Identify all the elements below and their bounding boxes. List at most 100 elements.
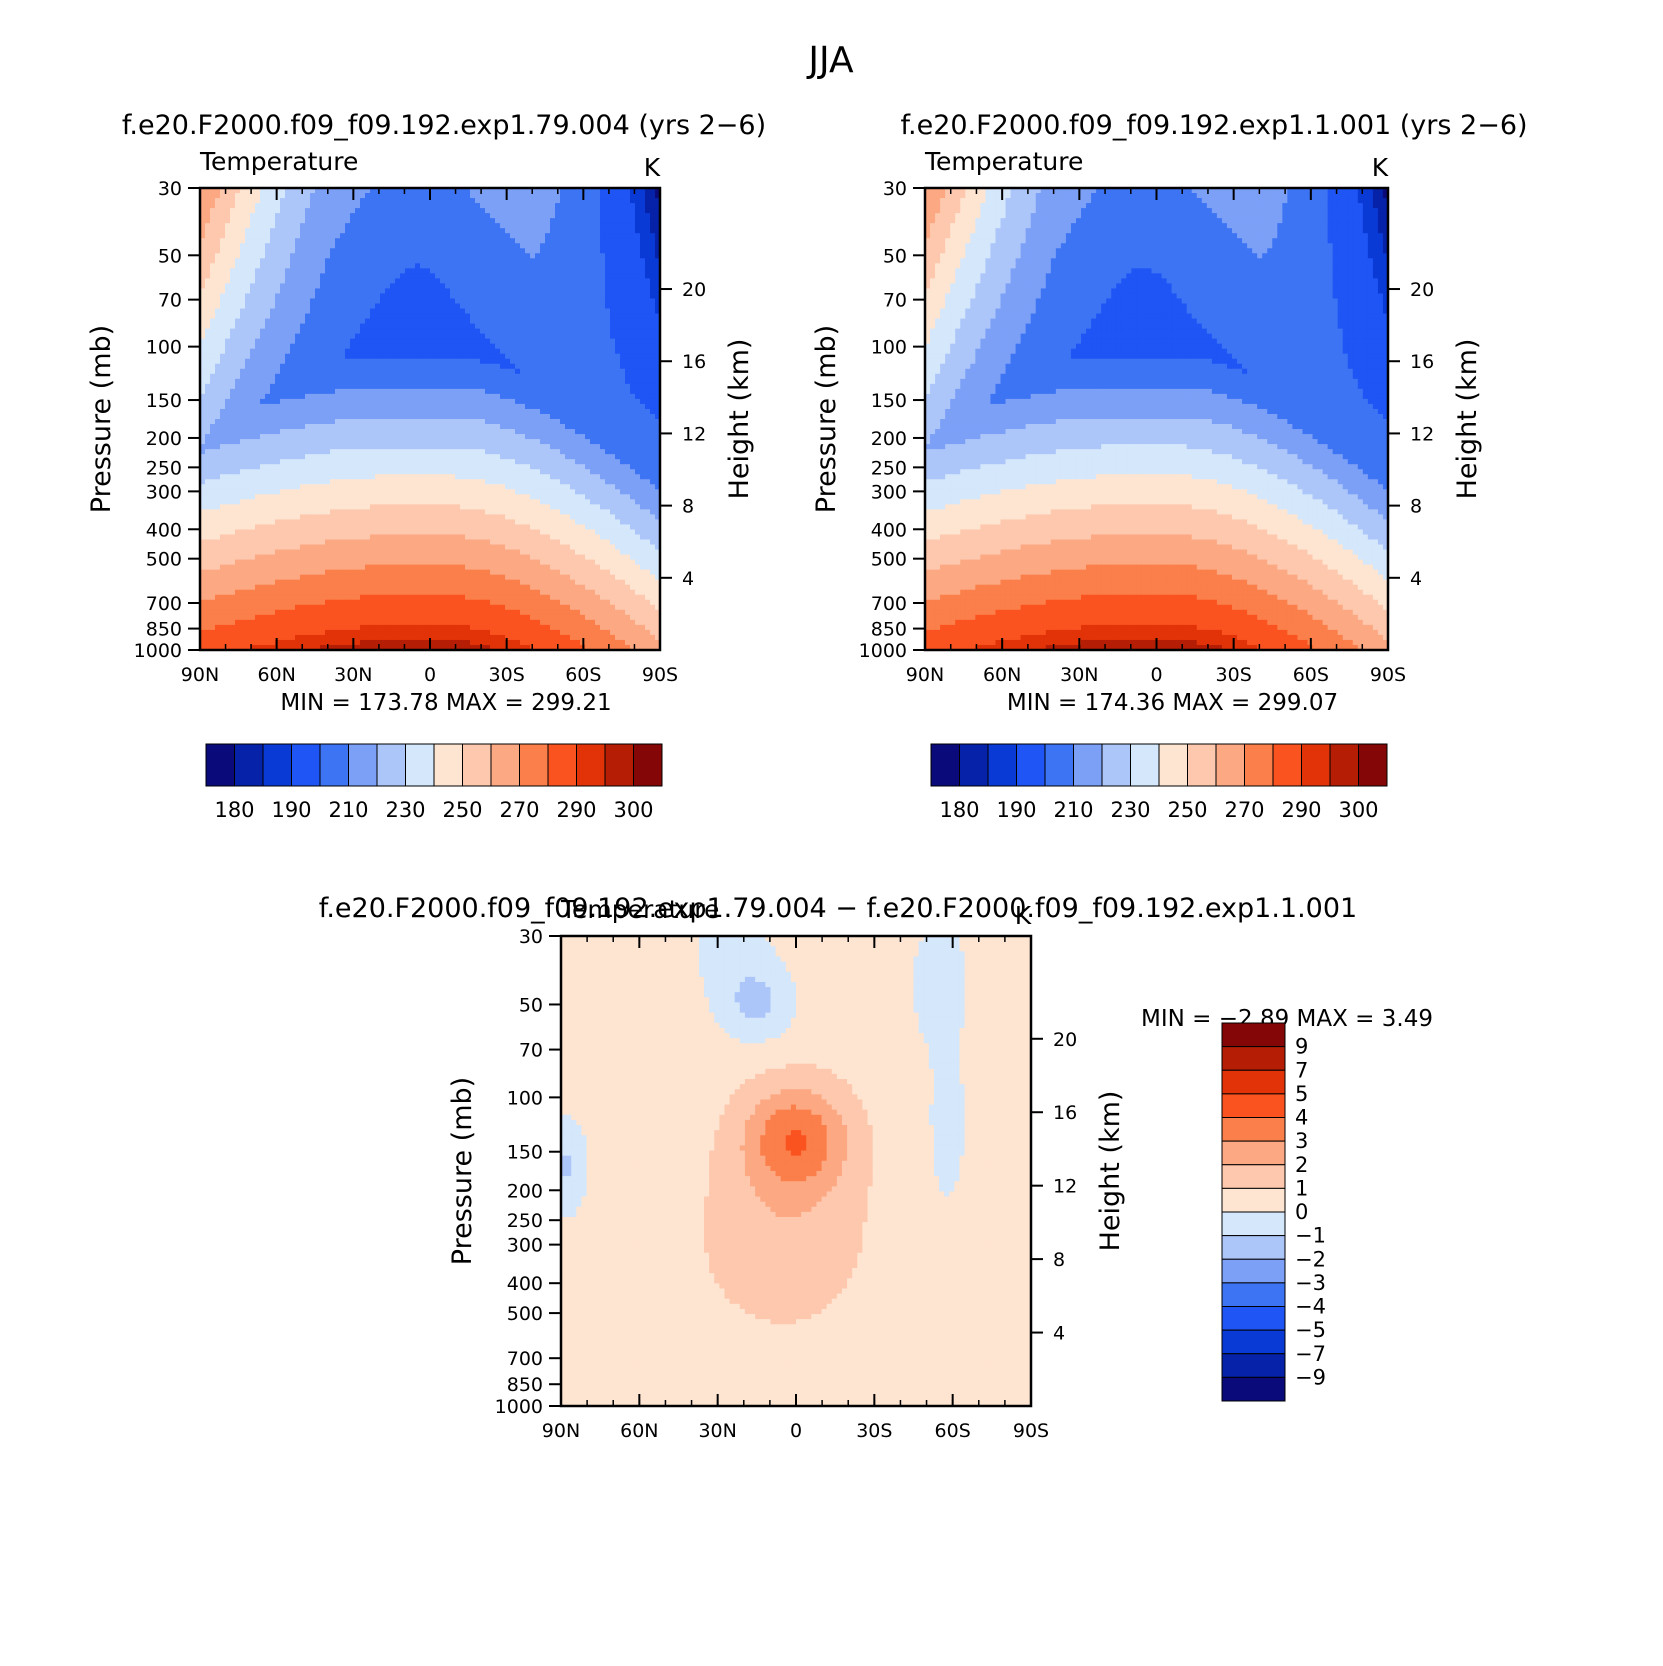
contour-cell	[420, 383, 426, 390]
contour-cell	[600, 318, 606, 325]
contour-cell	[585, 293, 591, 300]
contour-cell	[545, 439, 551, 445]
contour-cell	[535, 213, 541, 219]
contour-cell	[625, 313, 631, 320]
contour-cell	[275, 383, 281, 390]
contour-cell	[220, 383, 226, 390]
contour-cell	[490, 429, 496, 435]
contour-cell	[295, 393, 301, 400]
contour-cell	[420, 439, 426, 445]
contour-cell	[390, 358, 396, 365]
contour-cell	[625, 444, 631, 450]
contour-cell	[335, 238, 341, 244]
contour-cell	[255, 403, 261, 410]
contour-cell	[305, 424, 311, 430]
contour-cell	[375, 208, 381, 214]
contour-cell	[355, 308, 361, 315]
contour-cell	[225, 238, 231, 244]
contour-cell	[210, 398, 216, 405]
contour-cell	[490, 434, 496, 440]
contour-cell	[370, 353, 376, 360]
contour-cell	[200, 408, 206, 415]
contour-cell	[215, 363, 221, 370]
contour-cell	[240, 193, 246, 199]
contour-cell	[495, 248, 501, 254]
contour-cell	[310, 198, 316, 204]
contour-cell	[510, 378, 516, 385]
contour-cell	[440, 208, 446, 214]
contour-cell	[215, 424, 221, 430]
contour-cell	[345, 318, 351, 325]
contour-cell	[210, 273, 216, 279]
contour-cell	[620, 413, 626, 420]
contour-cell	[485, 298, 491, 305]
contour-cell	[505, 424, 511, 430]
contour-cell	[280, 353, 286, 360]
contour-cell	[315, 343, 321, 350]
contour-cell	[490, 213, 496, 219]
contour-cell	[630, 223, 636, 229]
contour-cell	[555, 283, 561, 290]
contour-cell	[355, 318, 361, 325]
contour-cell	[240, 308, 246, 315]
contour-cell	[440, 338, 446, 345]
contour-cell	[350, 283, 356, 290]
contour-cell	[205, 268, 211, 274]
contour-cell	[445, 449, 451, 455]
contour-cell	[305, 348, 311, 355]
contour-cell	[345, 434, 351, 440]
contour-cell	[235, 328, 241, 335]
contour-cell	[550, 393, 556, 400]
contour-cell	[420, 308, 426, 315]
contour-cell	[310, 268, 316, 274]
contour-cell	[550, 243, 556, 249]
contour-cell	[375, 243, 381, 249]
contour-cell	[365, 353, 371, 360]
contour-cell	[265, 268, 271, 274]
contour-cell	[315, 348, 321, 355]
contour-cell	[445, 228, 451, 234]
contour-cell	[200, 429, 206, 435]
contour-cell	[580, 268, 586, 274]
contour-cell	[620, 288, 626, 295]
contour-cell	[275, 213, 281, 219]
contour-cell	[345, 373, 351, 380]
contour-cell	[305, 198, 311, 204]
contour-cell	[280, 373, 286, 380]
contour-cell	[245, 408, 251, 415]
contour-cell	[285, 434, 291, 440]
contour-cell	[465, 253, 471, 259]
contour-cell	[315, 429, 321, 435]
contour-cell	[410, 449, 416, 455]
contour-cell	[220, 459, 226, 465]
contour-cell	[515, 318, 521, 325]
contour-cell	[525, 353, 531, 360]
contour-cell	[630, 278, 636, 285]
contour-cell	[495, 348, 501, 355]
contour-cell	[500, 268, 506, 274]
contour-cell	[240, 323, 246, 330]
contour-cell	[240, 383, 246, 390]
contour-cell	[470, 253, 476, 259]
contour-cell	[640, 243, 646, 249]
contour-cell	[570, 378, 576, 385]
contour-cell	[515, 248, 521, 254]
contour-cell	[340, 419, 346, 425]
contour-cell	[590, 363, 596, 370]
contour-cell	[205, 323, 211, 330]
contour-cell	[265, 338, 271, 345]
contour-cell	[540, 368, 546, 375]
contour-cell	[600, 444, 606, 450]
contour-cell	[300, 288, 306, 295]
contour-cell	[410, 293, 416, 300]
contour-cell	[565, 223, 571, 229]
contour-cell	[630, 318, 636, 325]
contour-cell	[650, 253, 656, 259]
contour-cell	[425, 278, 431, 285]
contour-cell	[485, 238, 491, 244]
contour-cell	[650, 358, 656, 365]
contour-cell	[540, 408, 546, 415]
contour-cell	[635, 208, 641, 214]
contour-cell	[205, 188, 211, 194]
contour-cell	[645, 393, 651, 400]
